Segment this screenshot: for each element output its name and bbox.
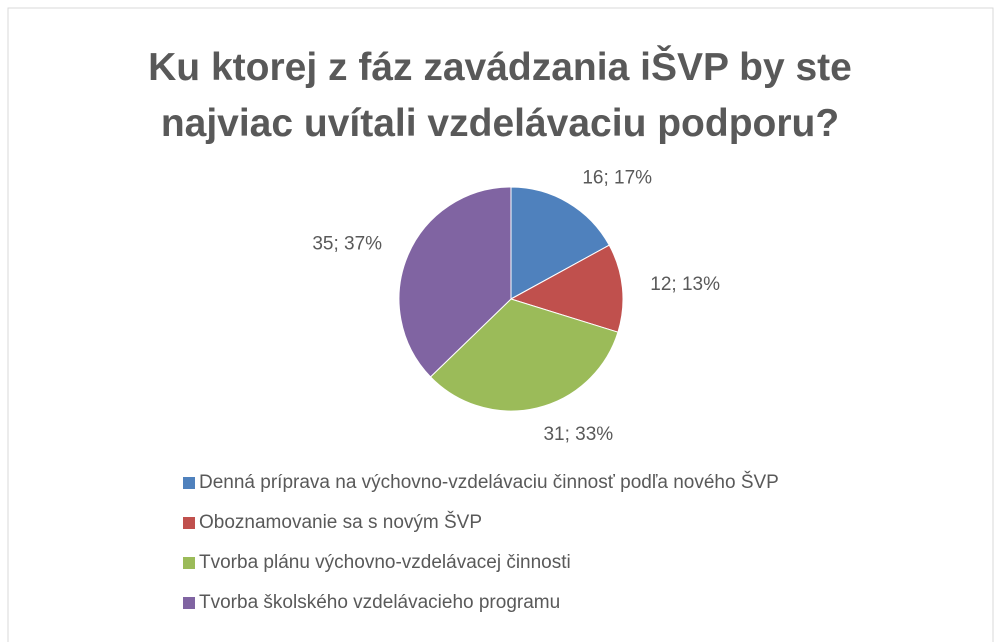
- legend-label: Denná príprava na výchovno-vzdelávaciu č…: [199, 471, 779, 493]
- data-label: 12; 13%: [650, 274, 720, 295]
- pie-slice: [398, 186, 512, 378]
- legend-label: Tvorba školského vzdelávacieho programu: [199, 592, 560, 613]
- data-label: 16; 17%: [582, 168, 652, 189]
- chart-title: Ku ktorej z fáz zavádzania iŠVP by ste n…: [148, 46, 852, 145]
- pie-slice: [509, 244, 624, 333]
- chart-border: [7, 7, 994, 642]
- legend-label: Tvorba plánu výchovno-vzdelávacej činnos…: [199, 552, 571, 573]
- legend-swatch: [183, 597, 195, 609]
- data-label: 35; 37%: [312, 233, 382, 254]
- legend-label: Oboznamovanie sa s novým ŠVP: [199, 511, 482, 533]
- legend-swatch: [183, 477, 195, 489]
- pie-slice: [510, 186, 610, 300]
- data-label: 31; 33%: [543, 424, 613, 445]
- legend-swatch: [183, 517, 195, 529]
- legend-swatch: [183, 557, 195, 569]
- pie-slice: [429, 298, 619, 412]
